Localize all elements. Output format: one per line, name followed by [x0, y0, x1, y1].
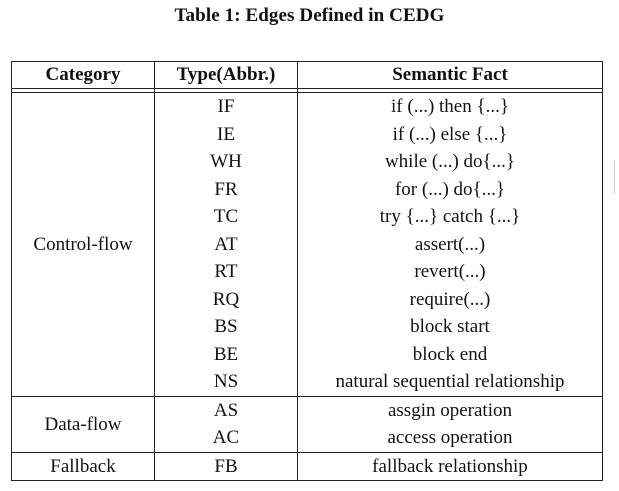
fact-cell: assgin operation [297, 395, 603, 424]
fact-cell: try {...} catch {...} [297, 203, 603, 231]
fact-cell: block start [297, 313, 603, 341]
fact-cell: fallback relationship [297, 451, 603, 481]
table-row: RT revert(...) [12, 258, 603, 286]
type-cell: RT [154, 258, 298, 286]
type-cell: WH [154, 148, 298, 176]
type-cell: RQ [154, 285, 298, 313]
fact-cell: if (...) else {...} [297, 120, 603, 148]
column-header-type: Type(Abbr.) [154, 61, 298, 89]
type-cell: NS [154, 368, 298, 396]
type-cell: FB [154, 451, 298, 481]
table-row: TC try {...} catch {...} [12, 203, 603, 231]
fact-cell: revert(...) [297, 258, 603, 286]
table-row: Fallback FB fallback relationship [11, 451, 603, 481]
type-cell: FR [154, 175, 298, 203]
fact-cell: for (...) do{...} [297, 175, 603, 203]
page-edge-divider [614, 160, 619, 194]
fact-cell: access operation [297, 424, 603, 452]
type-cell: IF [154, 92, 298, 121]
fact-cell: assert(...) [297, 230, 603, 258]
category-cell-data-flow: Data-flow [11, 395, 155, 452]
fact-cell: require(...) [297, 285, 603, 313]
column-header-category: Category [11, 61, 155, 89]
table-row: AC access operation [12, 424, 603, 452]
table-row: RQ require(...) [12, 285, 603, 313]
table-row: Data-flow AS assgin operation [11, 395, 603, 452]
type-cell: IE [154, 120, 298, 148]
table-row: AT assert(...) [12, 230, 603, 258]
fact-cell: natural sequential relationship [297, 368, 603, 396]
type-cell: BS [154, 313, 298, 341]
table-row: BE block end [12, 340, 603, 368]
type-cell: AS [154, 395, 298, 424]
table-row: Control-flow IF if (...) then {...} [11, 92, 603, 396]
fact-cell: block end [297, 340, 603, 368]
table-caption: Table 1: Edges Defined in CEDG [174, 5, 445, 26]
table-row: NS natural sequential relationship [12, 368, 603, 396]
type-cell: AC [154, 424, 298, 452]
table-row: WH while (...) do{...} [12, 148, 603, 176]
fact-cell: while (...) do{...} [297, 148, 603, 176]
type-cell: TC [154, 203, 298, 231]
column-header-semantic-fact: Semantic Fact [297, 61, 603, 89]
table-row: FR for (...) do{...} [12, 175, 603, 203]
type-cell: AT [154, 230, 298, 258]
category-cell-fallback: Fallback [11, 451, 155, 481]
header-row: Category Type(Abbr.) Semantic Fact [11, 61, 603, 89]
table-row: BS block start [12, 313, 603, 341]
table-row: IE if (...) else {...} [12, 120, 603, 148]
category-cell-control-flow: Control-flow [11, 92, 155, 396]
type-cell: BE [154, 340, 298, 368]
edges-table: Category Type(Abbr.) Semantic Fact Contr… [11, 61, 603, 481]
fact-cell: if (...) then {...} [297, 92, 603, 121]
